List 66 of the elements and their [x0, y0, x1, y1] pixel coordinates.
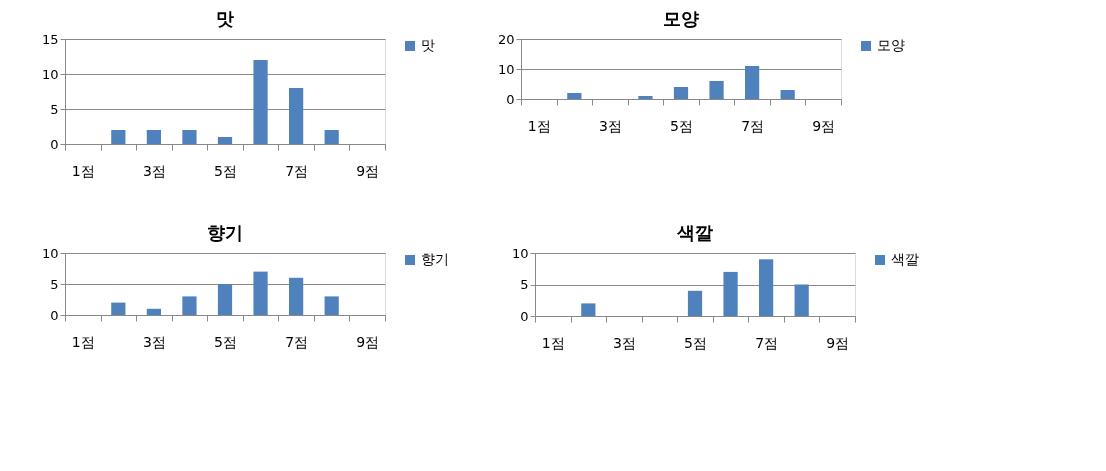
- bar: [723, 271, 738, 316]
- bar: [324, 130, 339, 144]
- y-tick-label: 0: [50, 307, 59, 323]
- x-tick-label: 9점: [826, 334, 850, 351]
- y-tick-label: 5: [50, 101, 59, 117]
- x-tick-label: 3점: [142, 333, 166, 350]
- bar: [111, 130, 126, 144]
- bar: [253, 60, 268, 144]
- chart-title: 향기: [207, 222, 243, 243]
- bar: [289, 277, 304, 315]
- bar: [759, 259, 774, 316]
- bar: [217, 284, 233, 315]
- y-tick-label: 15: [41, 31, 59, 47]
- y-tick-label: 10: [511, 245, 529, 261]
- x-tick-label: 9점: [812, 117, 836, 134]
- bar: [111, 302, 126, 315]
- x-tick-label: 7점: [285, 333, 309, 350]
- bar: [146, 130, 161, 144]
- x-tick-label: 1점: [541, 334, 565, 351]
- legend-label: 색깔: [891, 251, 919, 267]
- y-tick-label: 5: [520, 277, 529, 292]
- bar: [182, 130, 197, 144]
- x-tick-label: 7점: [285, 162, 309, 179]
- x-tick-label: 1점: [71, 162, 95, 179]
- x-tick-label: 1점: [527, 117, 551, 134]
- x-tick-label: 5점: [684, 334, 707, 351]
- bar: [745, 66, 760, 99]
- bar: [289, 88, 304, 144]
- y-tick-label: 0: [520, 308, 529, 324]
- bar: [687, 290, 703, 316]
- y-tick-label: 10: [41, 66, 59, 82]
- x-tick-label: 3점: [612, 334, 636, 351]
- bar: [581, 303, 596, 316]
- legend-label: 맛: [421, 37, 435, 53]
- y-tick-label: 0: [50, 136, 59, 152]
- bar: [567, 93, 582, 99]
- y-tick-label: 10: [41, 245, 59, 261]
- chart-title: 맛: [216, 8, 234, 29]
- legend-label: 모양: [877, 37, 905, 53]
- x-tick-label: 7점: [755, 334, 779, 351]
- bar: [709, 81, 724, 99]
- x-tick-label: 7점: [741, 117, 765, 134]
- y-tick-label: 20: [497, 31, 515, 47]
- bar: [673, 87, 689, 99]
- x-tick-label: 5점: [214, 162, 237, 179]
- y-tick-label: 0: [506, 91, 515, 107]
- y-tick-label: 5: [50, 276, 59, 292]
- bar: [253, 271, 268, 315]
- chart-title: 모양: [663, 8, 699, 29]
- bar: [146, 308, 161, 315]
- x-tick-label: 5점: [670, 117, 693, 134]
- bar: [217, 137, 233, 144]
- chart-title: 색깔: [676, 222, 713, 243]
- x-tick-label: 3점: [598, 117, 622, 134]
- legend-label: 향기: [421, 251, 449, 267]
- bar: [182, 296, 197, 315]
- x-tick-label: 3점: [142, 162, 166, 179]
- y-tick-label: 10: [497, 61, 515, 77]
- bar: [638, 96, 653, 99]
- x-tick-label: 1점: [71, 333, 95, 350]
- bar: [324, 296, 339, 315]
- bar: [794, 284, 809, 316]
- bar: [780, 90, 795, 99]
- x-tick-label: 9점: [356, 333, 380, 350]
- x-tick-label: 9점: [356, 162, 380, 179]
- x-tick-label: 5점: [214, 333, 237, 350]
